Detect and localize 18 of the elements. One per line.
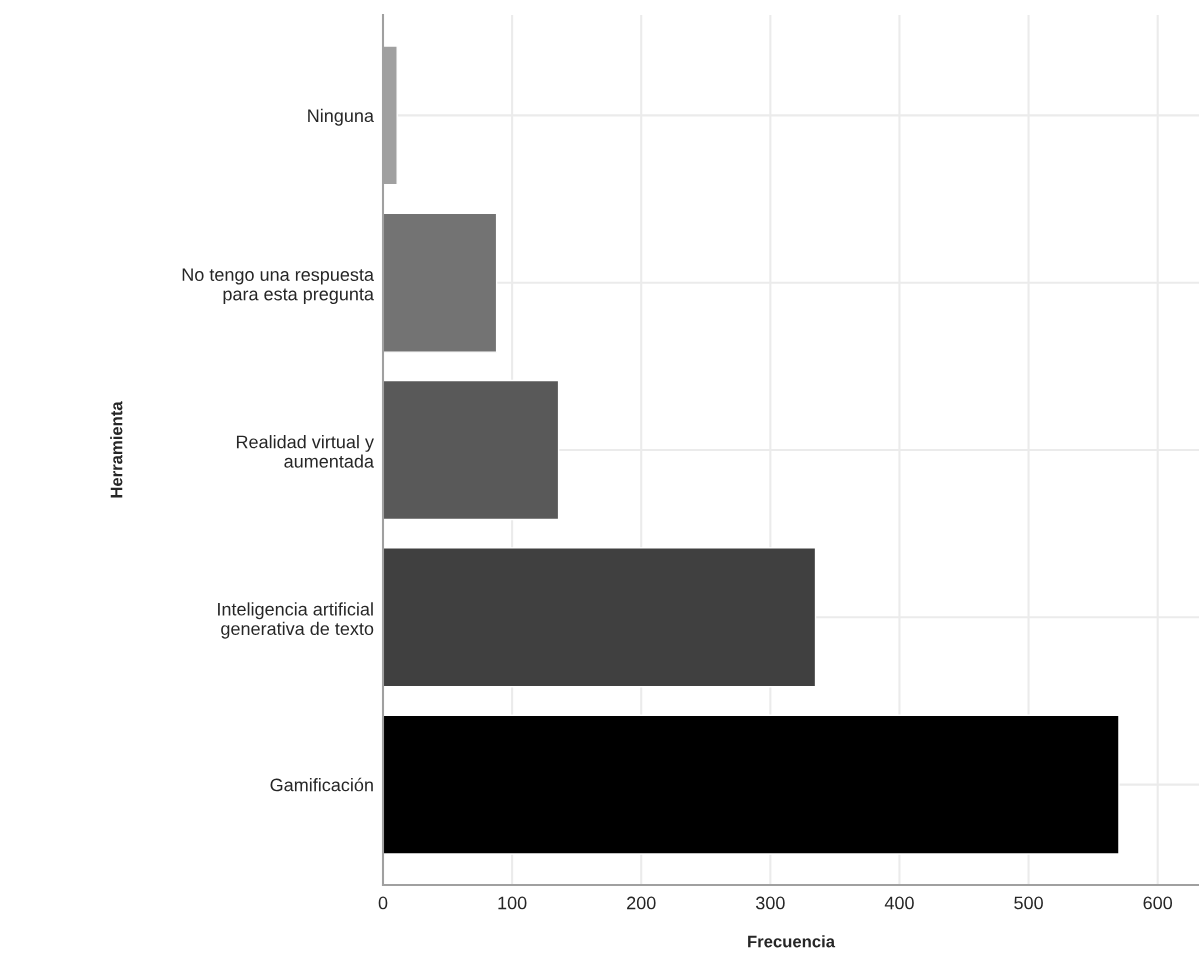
x-tick-label: 600 [1143, 896, 1173, 910]
x-tick-label: 100 [498, 896, 527, 910]
y-tick-label: Gamificación [270, 777, 373, 792]
y-tick-label: Ninguna [308, 108, 374, 126]
x-tick-label: 0 [378, 896, 388, 910]
bar [383, 379, 560, 521]
y-tick-label: Inteligencia artificial generativa de texto [218, 602, 374, 639]
x-axis-title: Frecuencia [748, 935, 836, 948]
y-tick-label: Realidad virtual y aumentada [236, 435, 374, 468]
x-tick-label: 200 [627, 896, 656, 910]
x-tick-label: 500 [1014, 896, 1043, 910]
y-tick-label: No tengo una respuesta para esta pregunta [182, 268, 374, 305]
y-axis-title: Herramienta [110, 401, 123, 498]
x-tick-label: 300 [755, 896, 785, 910]
x-tick-label: 400 [884, 896, 914, 910]
bar [383, 714, 1120, 855]
bar [383, 547, 817, 688]
bar [383, 212, 498, 353]
